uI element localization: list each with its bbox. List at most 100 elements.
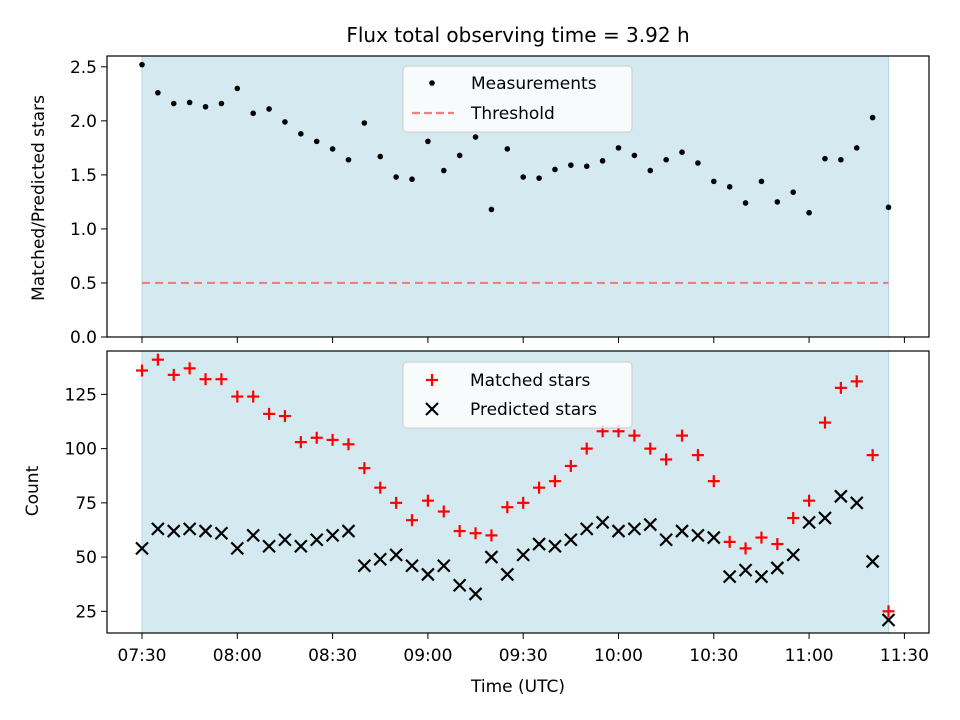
predicted-star-point bbox=[389, 548, 403, 562]
measurement-point bbox=[583, 163, 590, 170]
measurement-point bbox=[711, 178, 717, 185]
bottom-legend: Matched stars Predicted stars bbox=[402, 361, 633, 429]
xtick-label: 07:30 bbox=[118, 646, 167, 666]
legend-measurements-marker bbox=[429, 80, 435, 86]
measurement-point bbox=[377, 153, 384, 160]
matched-star-point bbox=[231, 390, 244, 403]
predicted-star-point bbox=[182, 522, 197, 536]
top-ytick-label: 1.5 bbox=[70, 166, 97, 186]
matched-star-point bbox=[548, 475, 561, 488]
predicted-star-point bbox=[484, 550, 499, 564]
chart-title: Flux total observing time = 3.92 h bbox=[346, 23, 689, 47]
matched-star-point bbox=[517, 496, 530, 509]
predicted-star-point bbox=[151, 522, 165, 536]
top-ytick-label: 2.5 bbox=[70, 58, 97, 78]
measurement-point bbox=[313, 138, 320, 145]
measurement-point bbox=[361, 120, 368, 126]
bottom-panel: 25 50 75 100 125 07:30 08:00 08:30 09:00 09:30 10… bbox=[23, 350, 930, 697]
top-panel: 0.0 0.5 1.0 1.5 2.0 2.5 Matched/Predicted sta… bbox=[29, 55, 930, 348]
top-y-axis-label: Matched/Predicted stars bbox=[29, 95, 49, 301]
matched-star-point bbox=[421, 494, 434, 507]
measurement-point bbox=[218, 100, 225, 107]
legend-matched-label: Matched stars bbox=[470, 371, 590, 391]
predicted-star-point bbox=[643, 517, 658, 532]
predicted-star-point bbox=[357, 558, 372, 573]
predicted-star-point bbox=[802, 515, 816, 530]
matched-star-point bbox=[485, 529, 498, 542]
measurement-point bbox=[520, 174, 526, 180]
bottom-ytick-label: 75 bbox=[75, 494, 97, 514]
predicted-star-point bbox=[818, 511, 832, 525]
bottom-axes-frame bbox=[106, 350, 930, 634]
predicted-star-point bbox=[341, 524, 356, 538]
top-y-axis: 0.0 0.5 1.0 1.5 2.0 2.5 bbox=[70, 58, 107, 348]
predicted-star-point bbox=[230, 541, 245, 556]
matched-star-point bbox=[866, 449, 879, 462]
predicted-star-point bbox=[754, 569, 769, 584]
predicted-star-point bbox=[246, 528, 260, 543]
predicted-star-point bbox=[294, 539, 308, 554]
matched-star-point bbox=[787, 512, 800, 525]
predicted-star-point bbox=[532, 537, 546, 551]
predicted-star-point bbox=[262, 539, 276, 554]
matched-star-point bbox=[676, 429, 689, 442]
matched-star-point bbox=[644, 442, 657, 455]
predicted-star-point bbox=[579, 522, 594, 536]
matched-star-point bbox=[278, 410, 291, 423]
top-ytick-label: 0.0 bbox=[70, 328, 97, 348]
predicted-star-point bbox=[214, 526, 229, 540]
measurement-point bbox=[742, 200, 749, 206]
predicted-star-point bbox=[849, 496, 864, 510]
matched-star-point bbox=[628, 429, 641, 442]
matched-star-point bbox=[818, 416, 831, 429]
predicted-star-point bbox=[421, 567, 435, 582]
matched-star-point bbox=[247, 390, 260, 403]
xtick-label: 10:30 bbox=[689, 646, 738, 666]
count-points bbox=[135, 353, 896, 627]
legend-measurements-label: Measurements bbox=[471, 74, 597, 94]
measurement-point bbox=[695, 160, 701, 166]
measurement-point bbox=[679, 149, 685, 155]
measurement-point bbox=[250, 110, 256, 117]
matched-star-point bbox=[151, 353, 164, 366]
measurement-point bbox=[599, 158, 606, 164]
measurement-point bbox=[853, 145, 860, 151]
matched-star-point bbox=[294, 436, 307, 449]
matched-star-point bbox=[691, 449, 704, 462]
predicted-star-point bbox=[548, 539, 562, 554]
xtick-label: 11:00 bbox=[785, 646, 834, 666]
predicted-star-point bbox=[373, 552, 388, 567]
bottom-y-axis: 25 50 75 100 125 bbox=[65, 385, 107, 622]
predicted-star-point bbox=[135, 541, 149, 556]
measurement-point bbox=[393, 174, 399, 180]
matched-star-point bbox=[167, 368, 180, 381]
predicted-star-point bbox=[691, 528, 705, 543]
matched-star-point bbox=[834, 381, 847, 394]
matched-star-point bbox=[739, 542, 752, 555]
matched-star-point bbox=[390, 496, 403, 509]
matched-star-point bbox=[263, 407, 276, 420]
predicted-star-point bbox=[786, 548, 800, 562]
predicted-star-point bbox=[611, 524, 626, 538]
predicted-star-point bbox=[564, 532, 578, 547]
measurement-point bbox=[472, 134, 479, 140]
measurement-point bbox=[806, 209, 812, 216]
predicted-star-point bbox=[516, 548, 530, 562]
predicted-star-point bbox=[278, 532, 292, 547]
measurement-point bbox=[456, 152, 463, 159]
measurement-point bbox=[615, 145, 622, 151]
xtick-label: 08:30 bbox=[308, 646, 357, 666]
predicted-star-point bbox=[722, 569, 737, 584]
matched-star-point bbox=[183, 362, 196, 375]
measurement-point bbox=[409, 176, 415, 183]
measurement-point bbox=[790, 189, 797, 195]
matched-star-point bbox=[310, 431, 323, 444]
measurement-points bbox=[139, 61, 892, 216]
legend-matched-marker bbox=[426, 374, 438, 386]
matched-star-point bbox=[326, 433, 339, 446]
legend-predicted-marker bbox=[425, 402, 439, 416]
measurement-point bbox=[170, 100, 177, 107]
measurement-point bbox=[869, 114, 876, 121]
xtick-label: 11:30 bbox=[880, 646, 929, 666]
predicted-star-point bbox=[738, 563, 753, 577]
